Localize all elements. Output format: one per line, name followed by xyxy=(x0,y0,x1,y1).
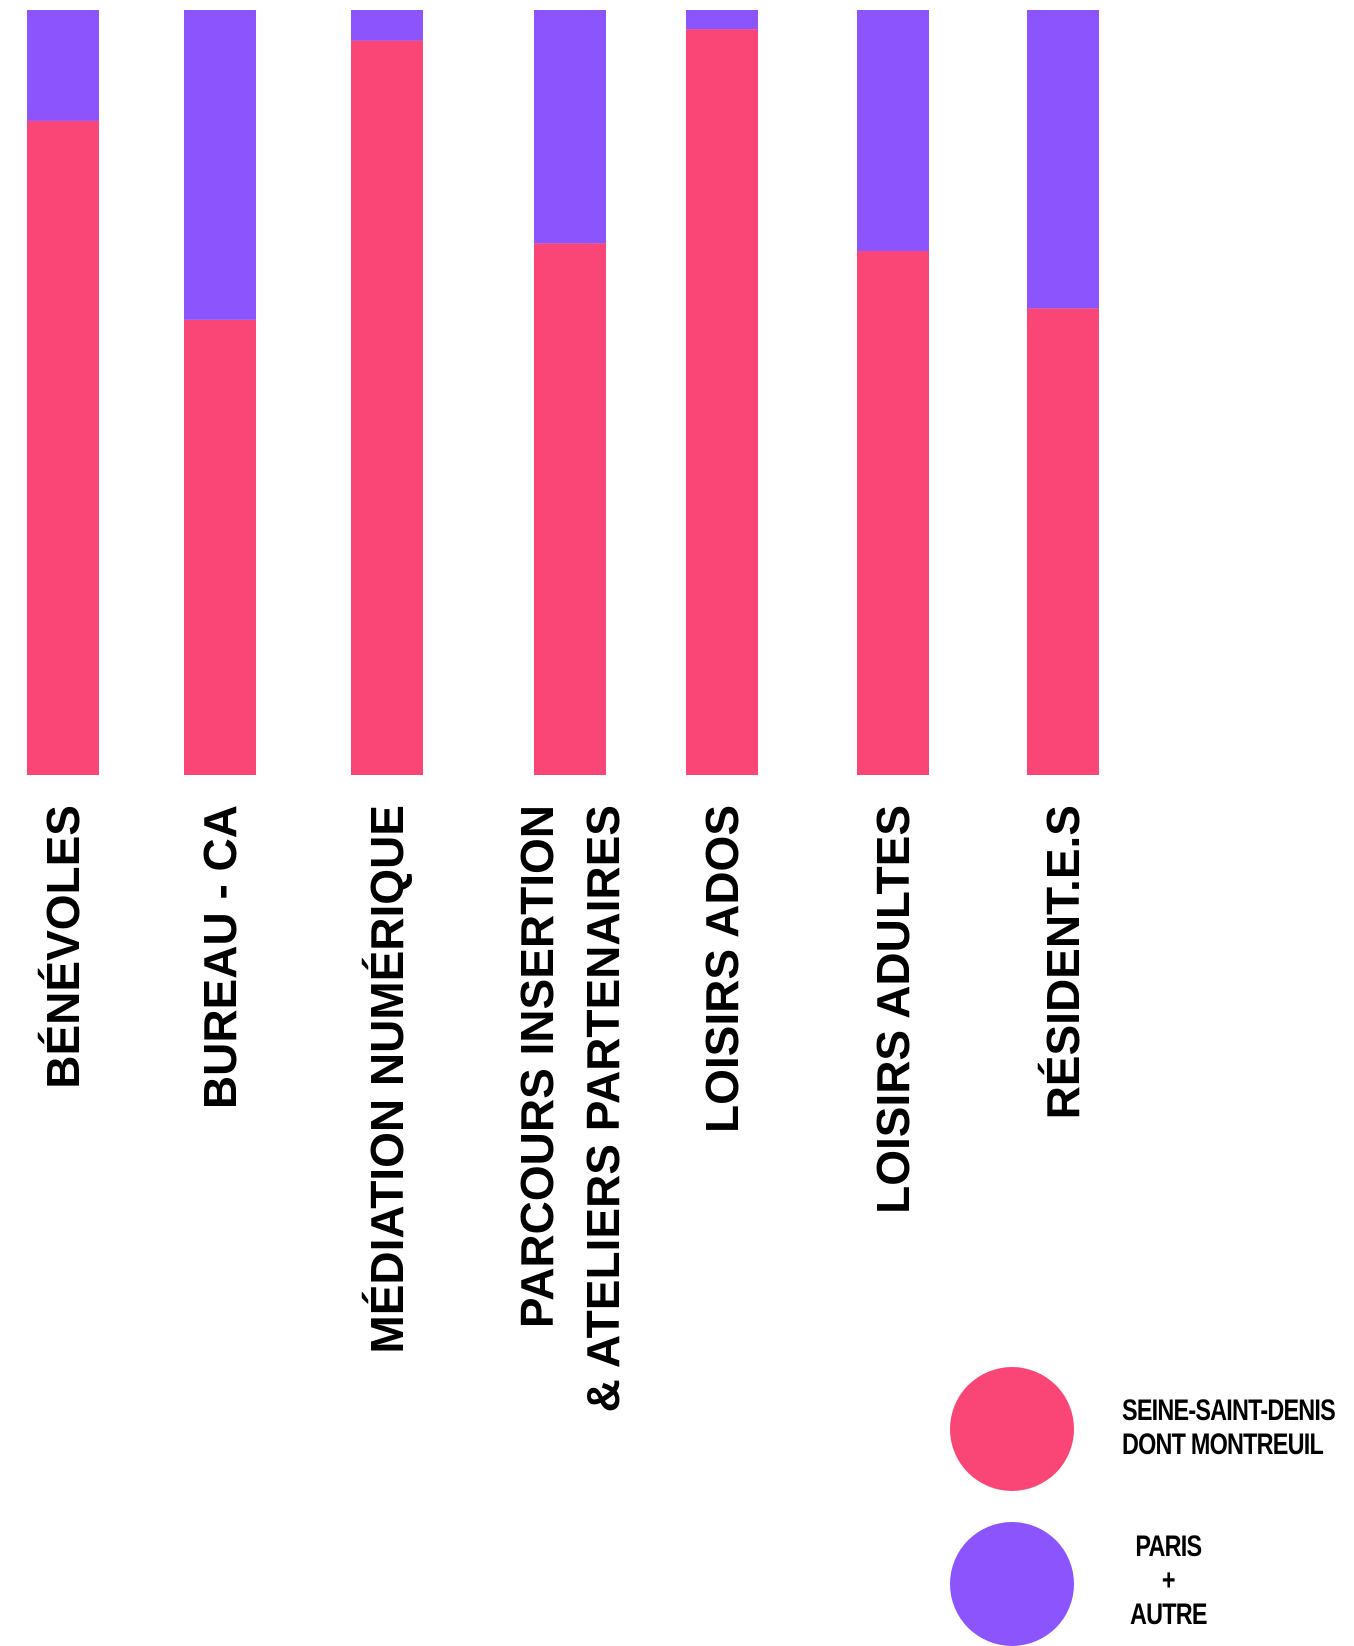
bar-segment-seine-saint-denis-6 xyxy=(857,250,929,776)
legend-label-paris-line-1: PARIS xyxy=(1135,1530,1202,1563)
category-label-5: LOISIRS ADOS xyxy=(696,805,748,1133)
legend-label-seine-line-1: SEINE-SAINT-DENIS xyxy=(1122,1394,1336,1427)
bar-segment-paris-autre-5 xyxy=(686,10,758,30)
category-label-7: RÉSIDENT.E.S xyxy=(1037,805,1089,1119)
bar-segment-paris-autre-1 xyxy=(27,10,99,121)
bar-segment-seine-saint-denis-4 xyxy=(534,243,606,775)
bar-segment-paris-autre-6 xyxy=(857,10,929,251)
bar-segment-paris-autre-2 xyxy=(184,10,256,320)
category-label-6: LOISIRS ADULTES xyxy=(867,805,919,1214)
legend-label-paris-line-2: + xyxy=(1161,1564,1176,1597)
legend-swatch-paris-autre xyxy=(950,1522,1074,1646)
category-label-3: MÉDIATION NUMÉRIQUE xyxy=(361,805,413,1354)
bar-segment-paris-autre-7 xyxy=(1027,10,1099,309)
legend-label-seine-line-2: DONT MONTREUIL xyxy=(1122,1428,1324,1461)
bar-segment-seine-saint-denis-7 xyxy=(1027,308,1099,775)
bar-segment-seine-saint-denis-2 xyxy=(184,319,256,775)
legend-label-seine-saint-denis: SEINE-SAINT-DENIS DONT MONTREUIL xyxy=(1122,1394,1336,1462)
category-label-4-line-1: PARCOURS INSERTION xyxy=(511,805,563,1328)
legend-swatch-seine-saint-denis xyxy=(950,1367,1074,1491)
bar-segment-seine-saint-denis-5 xyxy=(686,29,758,775)
bar-segment-seine-saint-denis-1 xyxy=(27,120,99,776)
bar-segment-seine-saint-denis-3 xyxy=(351,40,423,776)
category-label-4-line-2: & ATELIERS PARTENAIRES xyxy=(577,805,629,1412)
category-label-1: BÉNÉVOLES xyxy=(37,805,89,1089)
legend-label-paris-line-3: AUTRE xyxy=(1130,1598,1207,1631)
category-label-2: BUREAU - CA xyxy=(194,805,246,1109)
bar-segment-paris-autre-3 xyxy=(351,10,423,41)
legend-label-paris-autre: PARIS + AUTRE xyxy=(1130,1530,1207,1632)
bar-segment-paris-autre-4 xyxy=(534,10,606,244)
